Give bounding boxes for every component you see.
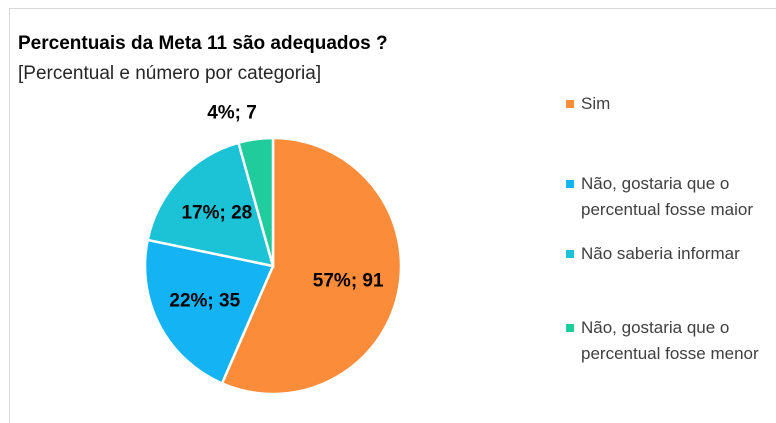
chart-title: Percentuais da Meta 11 são adequados ? bbox=[18, 33, 388, 54]
legend-item: Não saberia informar bbox=[566, 241, 766, 267]
pie-slice bbox=[236, 136, 275, 267]
pie-slice bbox=[146, 141, 275, 268]
legend-item: Não, gostaria que o percentual fosse mai… bbox=[566, 171, 766, 223]
legend-swatch bbox=[566, 100, 574, 108]
data-label: 17%; 28 bbox=[181, 203, 252, 224]
legend-swatch bbox=[566, 180, 574, 188]
legend-swatch bbox=[566, 250, 574, 258]
data-label: 4%; 7 bbox=[207, 102, 257, 123]
legend-item: Sim bbox=[566, 91, 766, 117]
legend-item: Não, gostaria que o percentual fosse men… bbox=[566, 315, 766, 367]
legend-swatch bbox=[566, 324, 574, 332]
chart-frame bbox=[9, 8, 776, 423]
pie-slice bbox=[220, 136, 403, 396]
legend-label: Não saberia informar bbox=[581, 244, 740, 263]
chart-subtitle: [Percentual e número por categoria] bbox=[18, 63, 321, 84]
data-label: 22%; 35 bbox=[169, 290, 240, 311]
legend-label: Sim bbox=[581, 94, 611, 113]
data-label: 57%; 91 bbox=[313, 271, 384, 292]
pie-slice bbox=[143, 238, 275, 386]
legend-label: Não, gostaria que o percentual fosse men… bbox=[581, 318, 759, 363]
legend-label: Não, gostaria que o percentual fosse mai… bbox=[581, 174, 753, 219]
